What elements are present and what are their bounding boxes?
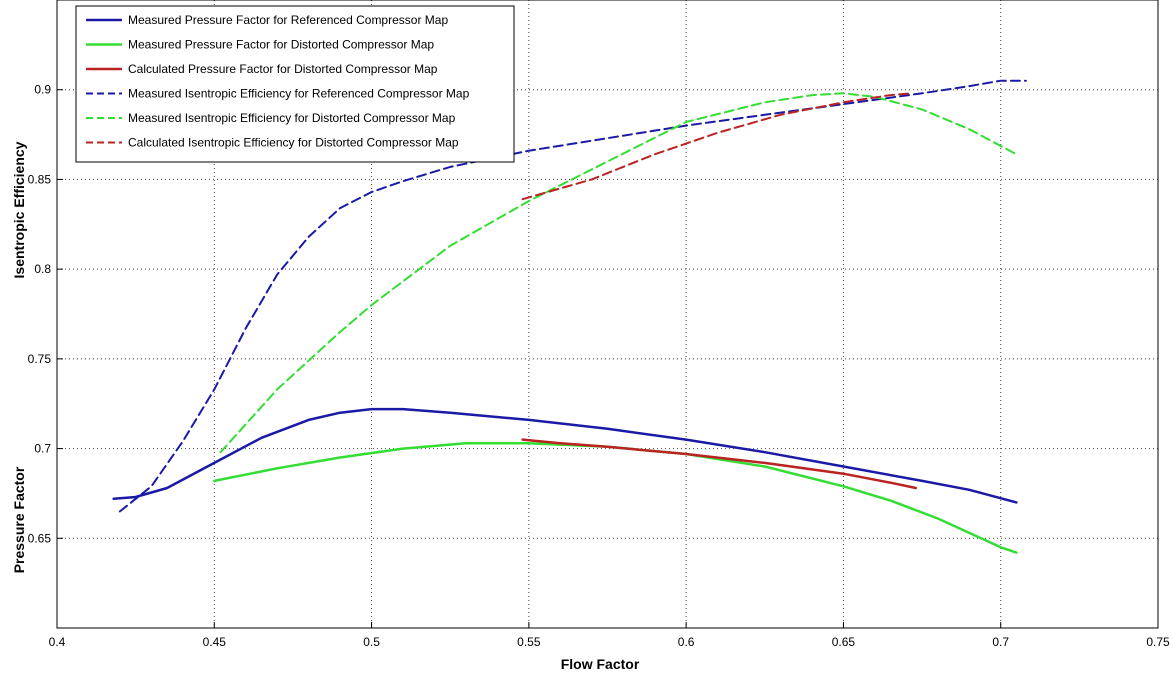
series-line-2 xyxy=(213,441,1018,554)
legend-entry-5: Measured Isentropic Efficiency for Disto… xyxy=(128,111,456,125)
series-line-4 xyxy=(118,79,1027,513)
y-tick-label: 0.7 xyxy=(34,442,51,456)
series-line-6 xyxy=(521,92,914,201)
y-axis-label-efficiency: Isentropic Efficiency xyxy=(11,141,27,278)
x-tick-label: 0.65 xyxy=(832,635,856,649)
x-tick-label: 0.75 xyxy=(1146,635,1170,649)
legend: Measured Pressure Factor for Referenced … xyxy=(75,5,515,163)
x-tick-label: 0.45 xyxy=(203,635,227,649)
legend-entry-3: Calculated Pressure Factor for Distorted… xyxy=(128,62,438,76)
series-line-3 xyxy=(521,438,918,490)
series-line-5 xyxy=(219,92,1018,454)
x-tick-label: 0.7 xyxy=(992,635,1009,649)
x-axis-ticks: 0.4 0.45 0.5 0.55 0.6 0.65 0.7 0.75 xyxy=(49,622,1170,649)
legend-entry-1: Measured Pressure Factor for Referenced … xyxy=(128,13,448,27)
x-tick-label: 0.55 xyxy=(517,635,541,649)
legend-entry-6: Calculated Isentropic Efficiency for Dis… xyxy=(128,136,459,150)
x-tick-label: 0.5 xyxy=(363,635,380,649)
x-tick-label: 0.4 xyxy=(49,635,66,649)
legend-box xyxy=(75,5,515,163)
y-tick-label: 0.8 xyxy=(34,262,51,276)
y-tick-label: 0.85 xyxy=(28,172,52,186)
x-axis-label: Flow Factor xyxy=(561,656,640,672)
y-tick-label: 0.65 xyxy=(28,531,52,545)
legend-entry-2: Measured Pressure Factor for Distorted C… xyxy=(128,38,434,52)
plot-area-frame xyxy=(56,0,1159,629)
y-axis-ticks: 0.65 0.7 0.75 0.8 0.85 0.9 xyxy=(28,83,63,545)
legend-entry-4: Measured Isentropic Efficiency for Refer… xyxy=(128,87,470,101)
y-tick-label: 0.75 xyxy=(28,352,52,366)
y-tick-label: 0.9 xyxy=(34,83,51,97)
y-axis-label-pressure: Pressure Factor xyxy=(11,466,27,573)
series-line-1 xyxy=(112,407,1018,504)
series-layer xyxy=(112,79,1027,554)
x-tick-label: 0.6 xyxy=(678,635,695,649)
